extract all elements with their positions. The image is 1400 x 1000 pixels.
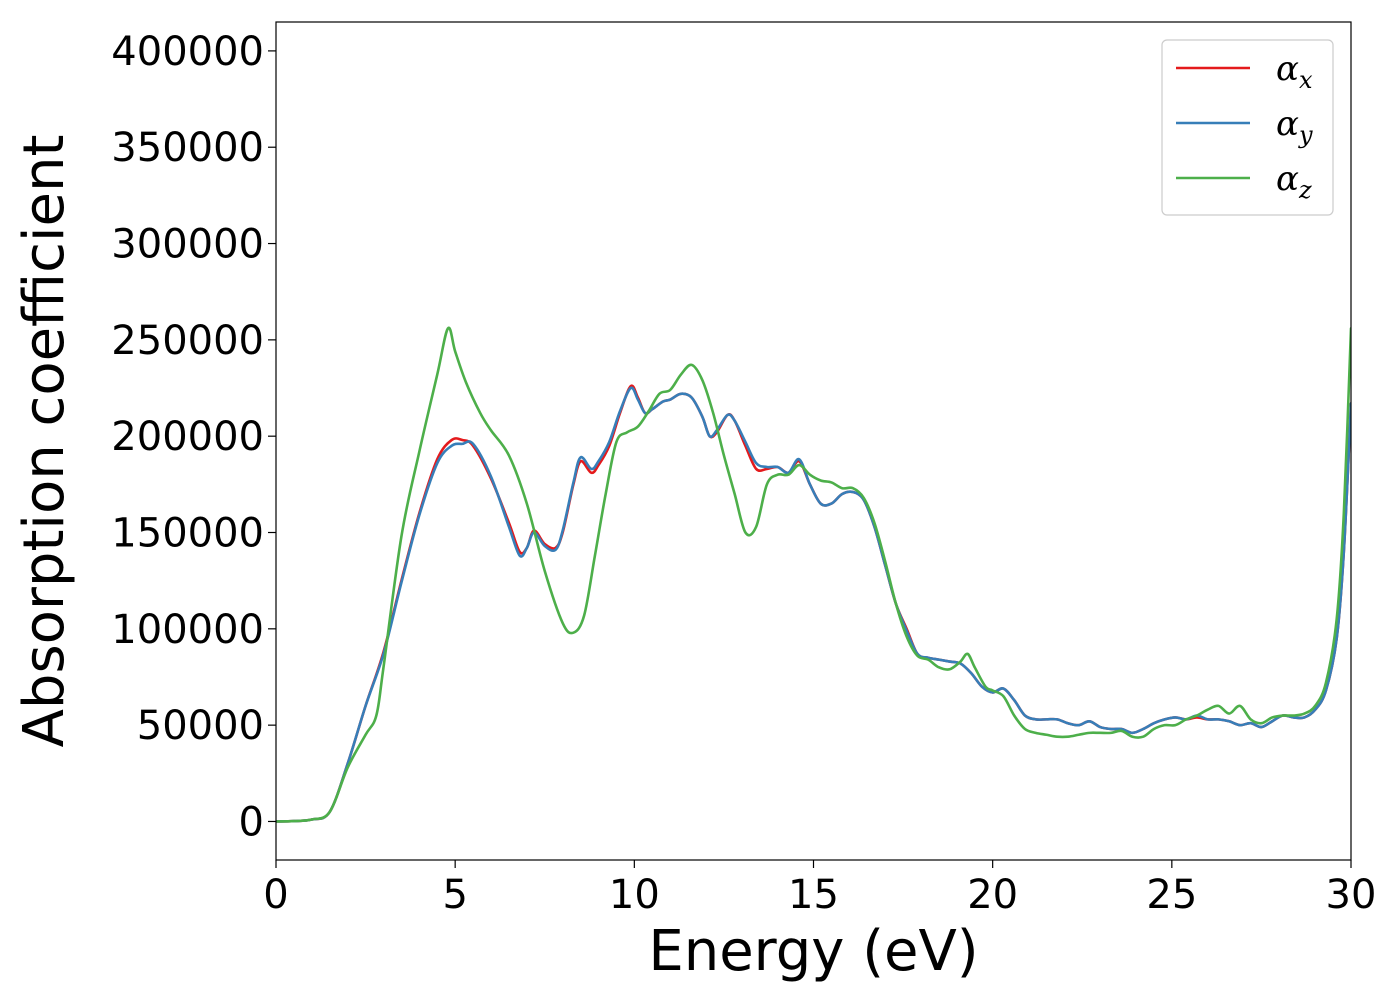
x-axis-ticks: 0 5 10 15 20 25 30 <box>263 860 1376 918</box>
y-axis-title: Absorption coefficient <box>12 135 77 748</box>
x-tick-label: 10 <box>609 872 660 918</box>
legend-label-z: αz <box>1276 159 1312 204</box>
x-tick-label: 25 <box>1146 872 1197 918</box>
series-line-z <box>276 326 1351 823</box>
x-tick-label: 15 <box>788 872 839 918</box>
x-tick-label: 20 <box>967 872 1018 918</box>
y-axis-ticks: 0 50000 100000 150000 200000 250000 300000 3500… <box>111 29 276 845</box>
y-tick-label: 250000 <box>111 318 264 364</box>
legend-box <box>1161 39 1334 216</box>
series-layer <box>276 326 1351 823</box>
y-tick-label: 50000 <box>137 703 264 749</box>
x-tick-label: 0 <box>263 872 288 918</box>
y-tick-label: 150000 <box>111 511 264 557</box>
x-axis-title: Energy (eV) <box>648 919 978 984</box>
x-tick-label: 5 <box>442 872 467 918</box>
y-tick-label: 200000 <box>111 414 264 460</box>
legend-label-x: αx <box>1276 49 1313 94</box>
y-tick-label: 400000 <box>111 29 264 75</box>
y-tick-label: 0 <box>239 799 264 845</box>
legend: αx αy αz <box>1161 39 1334 216</box>
y-tick-label: 100000 <box>111 607 264 653</box>
y-tick-label: 300000 <box>111 222 264 268</box>
legend-label-y: αy <box>1276 104 1313 149</box>
y-tick-label: 350000 <box>111 125 264 171</box>
x-tick-label: 30 <box>1326 872 1377 918</box>
